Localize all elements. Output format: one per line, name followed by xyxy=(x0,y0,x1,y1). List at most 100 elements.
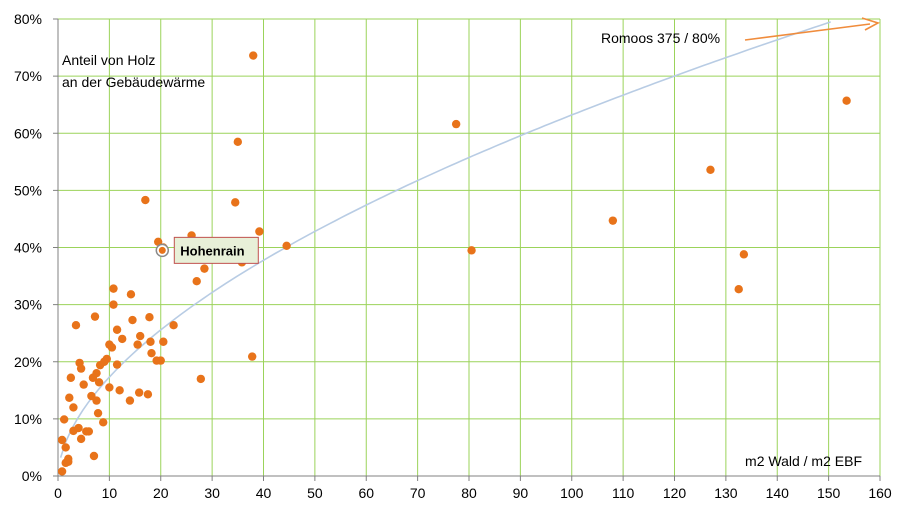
data-point xyxy=(112,325,122,334)
data-point xyxy=(136,331,145,341)
x-tick-label: 30 xyxy=(204,485,220,501)
x-axis-label: m2 Wald / m2 EBF xyxy=(745,453,862,469)
data-point xyxy=(156,356,165,365)
data-point xyxy=(159,337,168,346)
x-tick-label: 110 xyxy=(612,485,635,501)
data-point xyxy=(143,390,153,399)
data-point xyxy=(89,451,99,461)
data-point xyxy=(133,340,142,349)
data-point xyxy=(145,312,154,322)
data-point xyxy=(99,418,108,427)
data-point xyxy=(141,195,150,205)
x-tick-label: 160 xyxy=(868,485,892,501)
data-point xyxy=(842,96,851,105)
data-point xyxy=(467,246,476,255)
y-tick-label: 30% xyxy=(14,297,42,313)
y-axis-label-line-2: an der Gebäudewärme xyxy=(62,74,205,90)
data-point xyxy=(126,290,136,299)
x-tick-label: 120 xyxy=(663,485,687,501)
x-tick-labels: 0 10 20 30 40 50 60 70 80 90 100 110 120 130 140 150 160 xyxy=(54,485,892,501)
data-point xyxy=(93,408,103,418)
y-tick-labels: 0% 10% 20% 30% 40% 50% 60% 70% 80% xyxy=(14,11,42,484)
y-tick-label: 20% xyxy=(14,354,42,370)
x-tick-label: 20 xyxy=(153,485,169,501)
data-point xyxy=(196,374,206,384)
x-tick-label: 40 xyxy=(256,485,272,501)
data-point xyxy=(109,284,118,293)
x-tick-label: 50 xyxy=(307,485,323,501)
x-tick-label: 140 xyxy=(766,485,790,501)
x-tick-label: 70 xyxy=(410,485,426,501)
x-tick-label: 10 xyxy=(102,485,118,501)
data-point xyxy=(57,435,67,445)
data-point xyxy=(57,467,67,476)
data-point xyxy=(76,434,86,444)
highlight-label: Hohenrain xyxy=(180,243,244,258)
arrow-head xyxy=(861,17,881,31)
data-point xyxy=(74,423,83,433)
data-point xyxy=(84,427,94,436)
arrow-shaft xyxy=(744,23,871,41)
data-point xyxy=(112,360,122,369)
data-point xyxy=(109,300,118,309)
data-point xyxy=(282,241,291,250)
data-point xyxy=(65,393,74,402)
data-point xyxy=(146,337,155,346)
x-tick-label: 100 xyxy=(560,485,584,501)
data-point xyxy=(64,454,73,464)
data-point xyxy=(247,352,257,361)
y-axis-label-line-1: Anteil von Holz xyxy=(62,52,155,68)
x-tick-label: 130 xyxy=(714,485,738,501)
data-point xyxy=(79,380,88,389)
data-point xyxy=(128,315,137,325)
data-point xyxy=(255,227,264,236)
x-tick-label: 150 xyxy=(817,485,841,501)
highlight-point-center xyxy=(158,246,166,254)
data-points xyxy=(57,51,851,476)
data-point xyxy=(92,368,101,378)
y-tick-label: 40% xyxy=(14,240,42,256)
data-point xyxy=(169,320,178,330)
data-point xyxy=(59,415,69,424)
y-tick-label: 70% xyxy=(14,68,42,84)
annotation-arrow xyxy=(744,17,881,41)
data-point xyxy=(147,348,156,358)
data-point xyxy=(76,364,86,373)
data-point xyxy=(153,237,163,246)
data-point xyxy=(734,285,743,294)
data-point xyxy=(134,388,144,397)
y-tick-label: 10% xyxy=(14,411,42,427)
annotation-romoos: Romoos 375 / 80% xyxy=(601,30,720,46)
data-point xyxy=(249,51,258,60)
data-point xyxy=(105,383,114,392)
y-tick-label: 50% xyxy=(14,182,42,198)
data-point xyxy=(231,198,240,207)
data-point xyxy=(71,320,81,330)
data-point xyxy=(107,343,117,352)
data-point xyxy=(739,250,749,259)
data-point xyxy=(94,378,104,387)
x-tick-label: 80 xyxy=(461,485,477,501)
data-point xyxy=(451,119,461,129)
axes xyxy=(53,18,881,481)
y-tick-label: 60% xyxy=(14,125,42,141)
data-point xyxy=(200,264,209,273)
data-point xyxy=(125,396,135,405)
data-point xyxy=(61,443,70,452)
data-point xyxy=(706,165,715,175)
y-tick-label: 80% xyxy=(14,11,42,27)
x-tick-label: 90 xyxy=(513,485,529,501)
data-point xyxy=(118,334,127,344)
x-tick-label: 0 xyxy=(54,485,62,501)
data-point xyxy=(115,386,124,395)
data-point xyxy=(102,354,112,364)
data-point xyxy=(92,396,101,405)
data-point xyxy=(192,277,201,286)
highlight-label-box xyxy=(173,236,259,264)
trendline xyxy=(59,21,831,458)
data-point xyxy=(608,216,618,225)
y-tick-label: 0% xyxy=(22,468,42,484)
data-point xyxy=(233,137,243,147)
data-point xyxy=(69,403,78,412)
